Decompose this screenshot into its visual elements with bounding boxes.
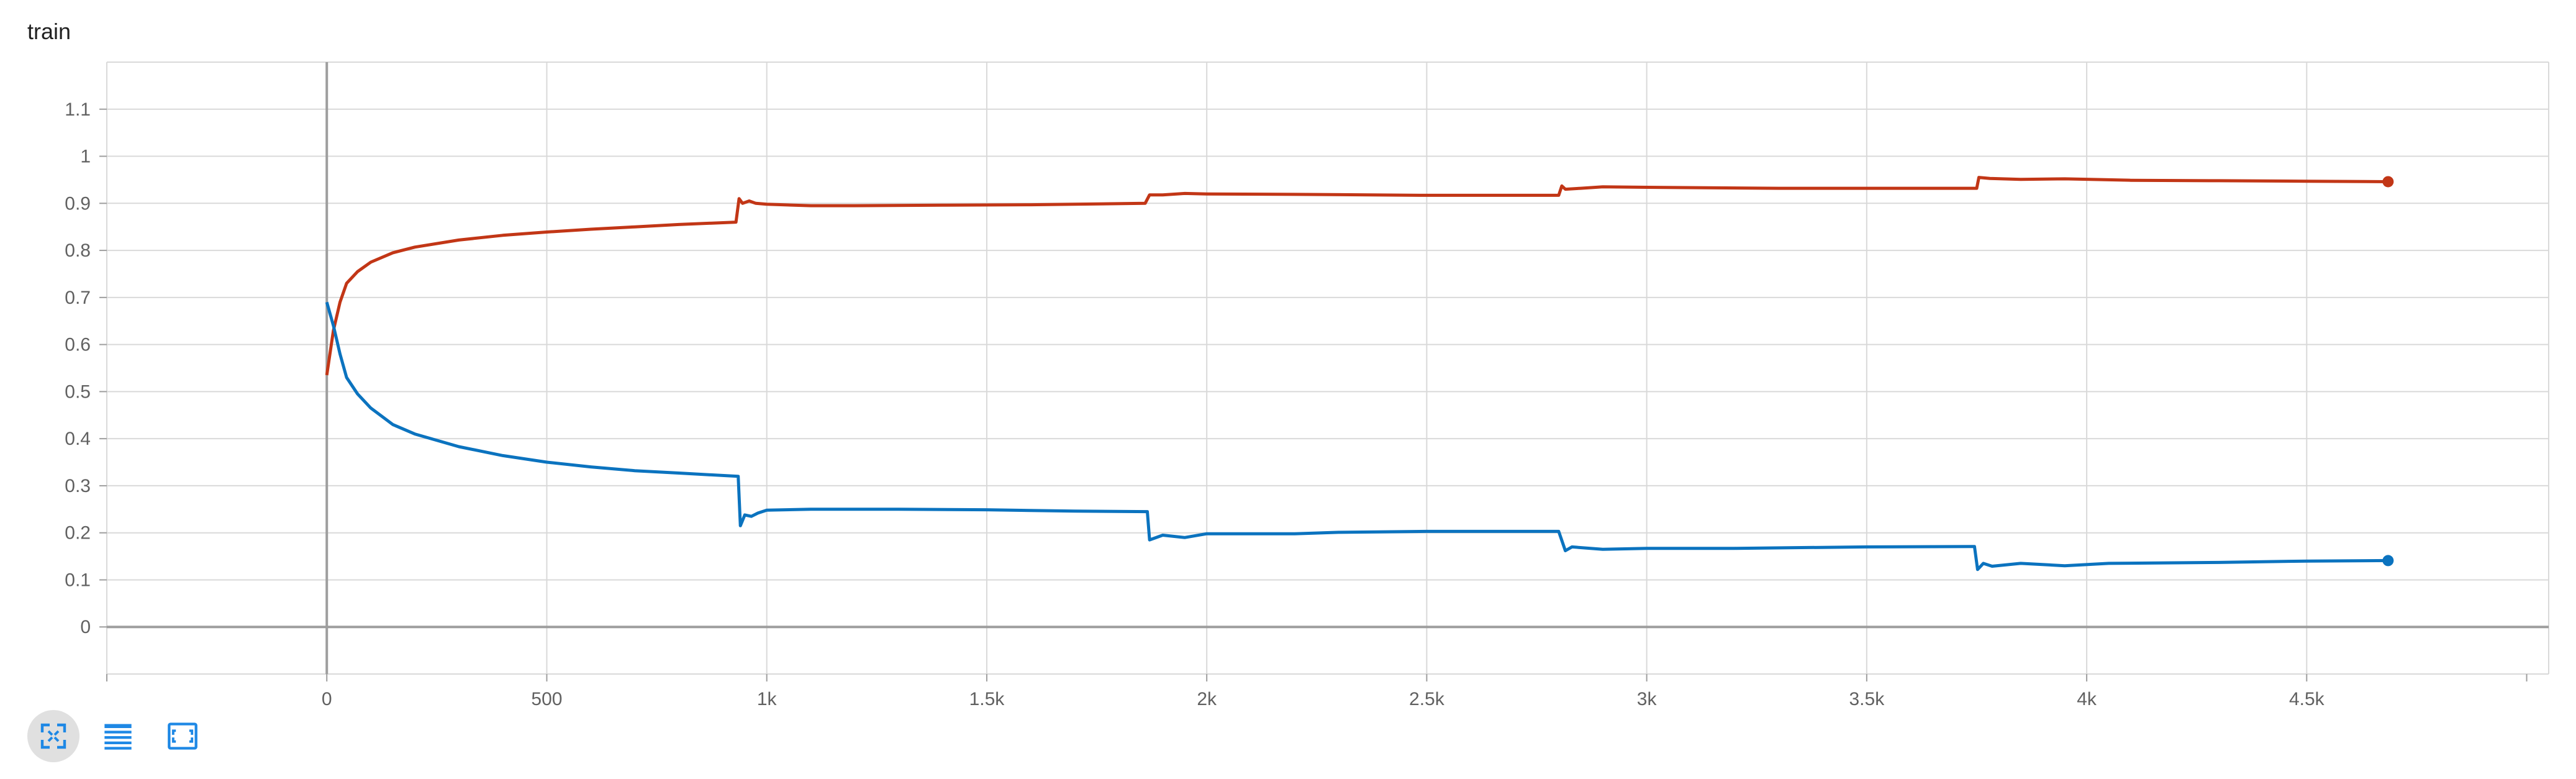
x-tick-label: 4.5k <box>2289 689 2325 709</box>
x-tick-label: 3.5k <box>1849 689 1885 709</box>
series-line-1 <box>325 176 2388 376</box>
x-tick-label: 1k <box>757 689 778 709</box>
y-tick-label: 1 <box>80 147 91 167</box>
x-tick-label: 0 <box>322 689 332 709</box>
chart-title: train <box>27 19 71 44</box>
grid-lines <box>106 62 2549 675</box>
y-tick-label: 0.8 <box>65 240 91 261</box>
tick-labels: 0 0.1 0.2 0.3 0.4 0.5 0.6 0.7 0.8 0.9 1 1.1 0 500 1k 1.… <box>65 99 2324 709</box>
axes <box>99 62 2549 681</box>
y-tick-label: 0.6 <box>65 335 91 355</box>
x-tick-label: 2.5k <box>1409 689 1445 709</box>
y-tick-label: 0.2 <box>65 523 91 544</box>
y-tick-label: 0.5 <box>65 381 91 402</box>
expand-button[interactable] <box>27 710 79 762</box>
y-tick-label: 0 <box>80 617 91 637</box>
fit-domain-icon <box>168 722 197 750</box>
x-tick-label: 4k <box>2077 689 2097 709</box>
toggle-log-scale-button[interactable] <box>92 710 144 762</box>
series-lines <box>325 176 2394 572</box>
fit-domain-button[interactable] <box>156 710 209 762</box>
y-tick-label: 0.4 <box>65 429 91 449</box>
y-tick-label: 1.1 <box>65 99 91 120</box>
toggle-log-scale-icon <box>104 724 132 750</box>
series-endpoint-2 <box>2382 555 2394 567</box>
series-line-2 <box>325 301 2388 572</box>
y-tick-label: 0.9 <box>65 193 91 214</box>
x-tick-label: 3k <box>1637 689 1658 709</box>
chart-toolbar <box>27 710 209 762</box>
expand-icon <box>40 723 66 749</box>
y-tick-label: 0.1 <box>65 570 91 590</box>
y-tick-label: 0.7 <box>65 288 91 308</box>
x-tick-label: 2k <box>1197 689 1217 709</box>
x-tick-label: 1.5k <box>969 689 1005 709</box>
series-endpoint-1 <box>2382 176 2394 188</box>
y-tick-label: 0.3 <box>65 476 91 496</box>
x-tick-label: 500 <box>531 689 562 709</box>
